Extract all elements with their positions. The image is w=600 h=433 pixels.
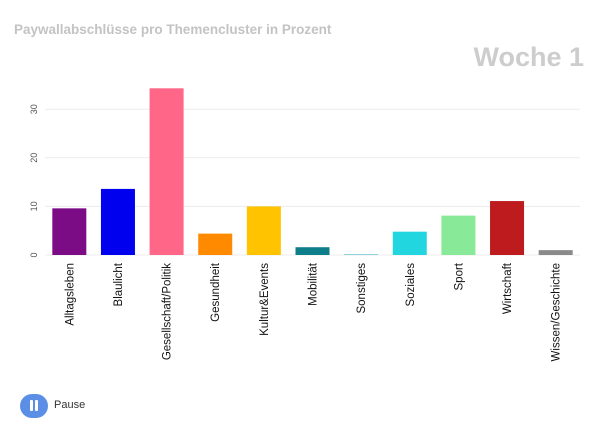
pause-label[interactable]: Pause: [54, 399, 86, 411]
x-tick-label: Gesundheit: [210, 262, 222, 322]
chart-title: Paywallabschlüsse pro Themencluster in P…: [14, 22, 332, 37]
pause-button[interactable]: [20, 394, 48, 418]
bar-10: [538, 250, 573, 255]
x-tick-label: Gesellschaft/Politik: [162, 263, 174, 360]
x-tick-label: Wissen/Geschichte: [551, 263, 563, 361]
y-tick-label: 0: [29, 252, 39, 257]
bar-7: [392, 231, 427, 255]
x-tick-label: Mobilität: [308, 262, 320, 306]
bar-0: [52, 208, 87, 255]
bar-8: [441, 215, 476, 255]
frame-label: Woche 1: [473, 42, 584, 72]
x-tick-label: Sonstiges: [356, 263, 368, 314]
x-tick-label: Soziales: [405, 263, 417, 307]
bar-6: [344, 254, 379, 255]
y-tick-label: 20: [29, 153, 39, 163]
x-tick-label: Wirtschaft: [502, 262, 514, 314]
bar-4: [246, 206, 281, 255]
bar-1: [100, 188, 135, 255]
y-tick-label: 30: [29, 104, 39, 114]
bar-2: [149, 88, 184, 255]
y-tick-label: 10: [29, 201, 39, 211]
x-tick-label: Sport: [453, 262, 465, 290]
x-tick-label: Alltagsleben: [64, 263, 76, 326]
bar-9: [490, 201, 525, 255]
bar-3: [198, 233, 233, 255]
x-tick-label: Blaulicht: [113, 262, 125, 306]
bar-5: [295, 247, 330, 255]
x-tick-label: Kultur&Events: [259, 263, 271, 336]
